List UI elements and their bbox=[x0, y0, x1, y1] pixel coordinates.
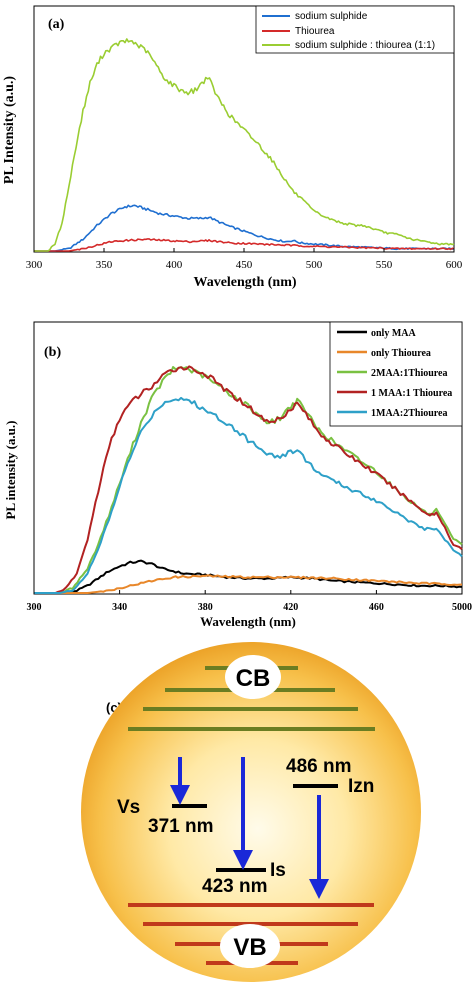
series-line-a-0 bbox=[34, 204, 455, 252]
legend-label-thiourea: Thiourea bbox=[295, 26, 335, 37]
is-label: Is bbox=[270, 860, 286, 881]
x-ticks-b: 300 340 380 420 460 5000 bbox=[27, 590, 472, 613]
x-ticks-a: 300 350 400 450 500 550 600 bbox=[26, 248, 463, 271]
series-line-a-1 bbox=[34, 238, 455, 252]
y-axis-title-b: PL intensity (a.u.) bbox=[3, 421, 18, 520]
series-line-a-2 bbox=[34, 38, 455, 252]
legend-label-mix: sodium sulphide : thiourea (1:1) bbox=[295, 40, 435, 51]
chart-b: (b) 300 340 380 420 460 5000 Wavelength (nm) … bbox=[3, 321, 472, 629]
vb-label: VB bbox=[233, 934, 266, 961]
band-diagram: (c) CB VB Vs 371 nm Is 423 nm 486 nm Izn bbox=[81, 642, 421, 982]
is-energy: 423 nm bbox=[202, 876, 267, 897]
legend-label-2maa-1thiourea: 2MAA:1Thiourea bbox=[371, 368, 447, 379]
panel-label-a: (a) bbox=[48, 17, 65, 32]
x-tick-label: 460 bbox=[369, 602, 384, 613]
series-line-b-4 bbox=[34, 396, 463, 594]
x-tick-label: 300 bbox=[26, 259, 43, 271]
legend-label-1maa-1thiourea: 1 MAA:1 Thiourea bbox=[371, 388, 452, 399]
panel-label-b: (b) bbox=[44, 345, 61, 360]
izn-energy: 486 nm bbox=[286, 756, 351, 777]
legend-label-only-thiourea: only Thiourea bbox=[371, 348, 431, 359]
x-tick-label: 450 bbox=[236, 259, 253, 271]
x-tick-label: 550 bbox=[376, 259, 393, 271]
x-tick-label: 380 bbox=[198, 602, 213, 613]
x-axis-title-a: Wavelength (nm) bbox=[193, 275, 296, 290]
vs-energy: 371 nm bbox=[148, 816, 213, 837]
x-tick-label: 500 bbox=[306, 259, 323, 271]
x-tick-label: 300 bbox=[27, 602, 42, 613]
x-tick-label: 420 bbox=[283, 602, 298, 613]
series-line-b-3 bbox=[34, 365, 463, 594]
series-group-b bbox=[34, 365, 463, 594]
x-axis-title-b: Wavelength (nm) bbox=[200, 614, 296, 629]
cb-badge bbox=[225, 655, 281, 699]
x-tick-label: 5000 bbox=[452, 602, 472, 613]
izn-label: Izn bbox=[348, 776, 374, 797]
legend-a: sodium sulphide Thiourea sodium sulphide… bbox=[255, 5, 455, 54]
x-tick-label: 340 bbox=[112, 602, 127, 613]
cb-label: CB bbox=[236, 665, 271, 692]
x-tick-label: 350 bbox=[96, 259, 113, 271]
series-line-b-1 bbox=[34, 574, 463, 594]
series-group-a bbox=[34, 38, 455, 252]
x-tick-label: 600 bbox=[446, 259, 463, 271]
legend-label-sodium-sulphide: sodium sulphide bbox=[295, 11, 368, 22]
vs-label: Vs bbox=[117, 797, 140, 818]
legend-box-b bbox=[329, 321, 463, 427]
legend-b: only MAA only Thiourea 2MAA:1Thiourea 1 … bbox=[329, 321, 463, 427]
vb-badge bbox=[220, 924, 280, 968]
legend-label-only-maa: only MAA bbox=[371, 328, 417, 339]
chart-a: (a) 300 350 400 450 500 550 600 Wavelength (nm… bbox=[2, 5, 463, 290]
legend-label-1maa-2thiourea: 1MAA:2Thiourea bbox=[371, 408, 447, 419]
x-tick-label: 400 bbox=[166, 259, 183, 271]
y-axis-title-a: PL Intensity (a.u.) bbox=[2, 76, 17, 184]
